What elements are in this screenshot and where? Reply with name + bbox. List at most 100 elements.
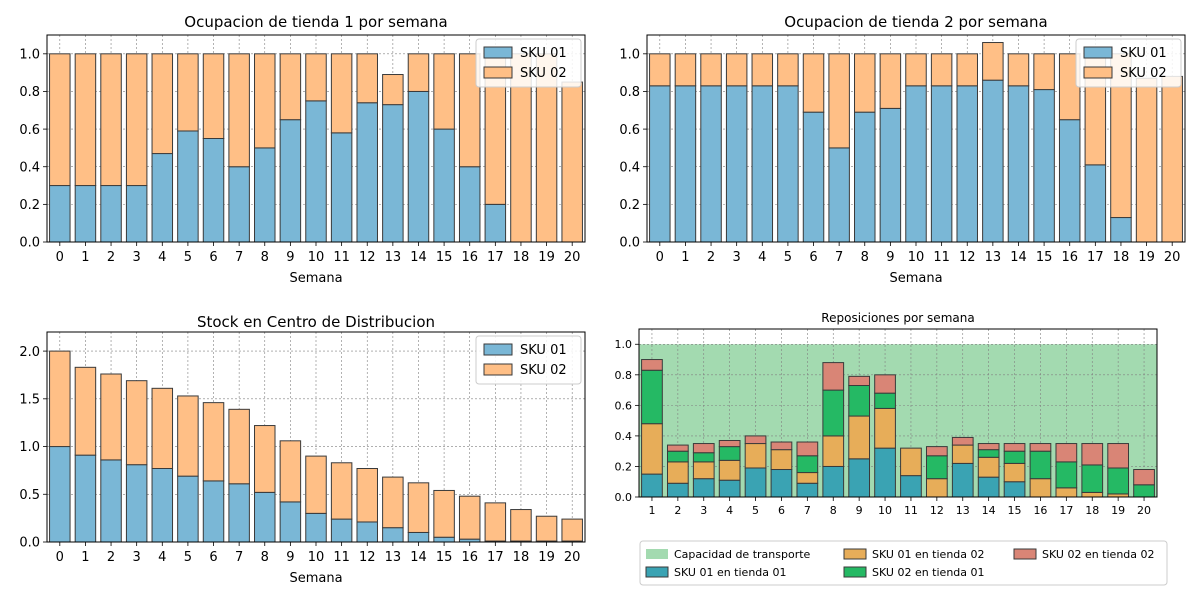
bar-a-segment <box>1003 481 1026 498</box>
bar-b-segment <box>49 350 71 448</box>
bar-b-segment <box>1081 464 1104 493</box>
x-tick-label: 7 <box>235 250 243 265</box>
y-tick-label: 0.0 <box>19 536 40 551</box>
x-tick-label: 11 <box>933 250 950 265</box>
bar-b-segment <box>796 472 819 484</box>
x-tick-label: 17 <box>487 250 504 265</box>
bar-b-segment <box>1007 53 1030 87</box>
x-tick-label: 14 <box>1010 250 1027 265</box>
x-tick-label: 12 <box>930 504 944 517</box>
x-tick-label: 0 <box>56 250 64 265</box>
axes-frame <box>638 328 1158 498</box>
bar-a-segment <box>822 465 845 498</box>
x-tick-label: 4 <box>758 250 766 265</box>
bar-b-segment <box>49 53 71 187</box>
x-tick-label: 12 <box>359 250 376 265</box>
x-tick-label: 3 <box>133 250 141 265</box>
x-tick-label: 8 <box>830 504 837 517</box>
bar-b-segment <box>561 81 583 243</box>
bar-b-segment <box>848 415 871 460</box>
bar-a-segment <box>305 100 327 243</box>
legend-label: SKU 02 <box>1120 66 1167 81</box>
x-tick-label: 1 <box>681 250 689 265</box>
bar-a-segment <box>725 85 748 243</box>
y-tick-label: 1.5 <box>19 392 40 407</box>
bar-a-segment <box>879 107 902 243</box>
x-tick-label: 13 <box>956 504 970 517</box>
x-tick-label: 5 <box>184 250 192 265</box>
x-tick-label: 3 <box>700 504 707 517</box>
bar-b-segment <box>977 456 1000 478</box>
bar-a-segment <box>649 85 671 243</box>
bar-a-segment <box>125 464 148 543</box>
bar-a-segment <box>700 85 722 243</box>
bar-a-segment <box>1033 89 1055 243</box>
chart-tienda-2: Ocupacion de tienda 2 por semana 0.0 0.2 0.… <box>619 13 1186 286</box>
x-tick-label: 16 <box>1033 504 1047 517</box>
bar-a-segment <box>382 104 404 243</box>
bar-b-segment <box>1003 443 1026 452</box>
bar-a-segment <box>458 166 481 243</box>
bar-b-segment <box>718 446 741 461</box>
bar-b-segment <box>649 53 671 87</box>
bar-a-segment <box>125 185 148 243</box>
x-tick-label: 16 <box>1061 250 1078 265</box>
bar-b-segment <box>125 380 148 466</box>
y-tick-label: 1.0 <box>19 47 40 62</box>
y-tick-label: 0.6 <box>619 123 640 138</box>
bar-b-segment <box>1033 53 1055 91</box>
x-tick-label: 12 <box>959 250 976 265</box>
y-tick-label: 0.2 <box>19 198 40 213</box>
x-tick-label: 18 <box>1113 250 1130 265</box>
bar-b-segment <box>458 53 481 168</box>
bar-b-segment <box>982 42 1004 81</box>
bar-a-segment <box>433 536 455 543</box>
bar-b-segment <box>666 444 689 452</box>
legend-swatch <box>843 548 867 560</box>
bar-b-segment <box>641 359 663 371</box>
x-tick-label: 0 <box>656 250 664 265</box>
bar-a-segment <box>777 85 799 243</box>
x-tick-label: 14 <box>982 504 996 517</box>
bar-a-segment <box>1058 119 1081 243</box>
axes-frame <box>46 331 586 543</box>
x-tick-label: 12 <box>359 550 376 565</box>
x-tick-label: 10 <box>308 250 325 265</box>
y-tick-label: 0.5 <box>19 488 40 503</box>
bar-b-segment <box>100 373 122 461</box>
x-tick-label: 18 <box>513 550 530 565</box>
bar-a-segment <box>305 512 327 543</box>
bar-b-segment <box>177 53 199 132</box>
bar-b-segment <box>848 375 871 387</box>
bar-b-segment <box>718 439 741 448</box>
bar-a-segment <box>828 147 850 243</box>
bar-a-segment <box>49 446 71 543</box>
bar-b-segment <box>666 461 689 484</box>
bar-b-segment <box>1029 478 1052 498</box>
bar-b-segment <box>202 53 225 139</box>
bar-b-segment <box>828 53 850 149</box>
bar-b-segment <box>905 53 927 87</box>
legend-label: SKU 01 <box>520 343 567 358</box>
bar-a-segment <box>100 185 122 243</box>
bar-b-segment <box>1055 461 1078 489</box>
legend-swatch <box>483 46 513 59</box>
x-tick-label: 4 <box>158 550 166 565</box>
bar-a-segment <box>330 132 353 243</box>
x-tick-label: 13 <box>985 250 1002 265</box>
bar-a-segment <box>982 79 1004 243</box>
bar-b-segment <box>874 392 896 409</box>
y-tick-label: 0.8 <box>619 85 640 100</box>
bar-a-segment <box>977 476 1000 498</box>
chart-title: Reposiciones por semana <box>821 311 974 325</box>
bar-a-segment <box>279 119 302 243</box>
x-tick-label: 5 <box>752 504 759 517</box>
x-tick-label: 17 <box>1059 504 1073 517</box>
x-axis-label: Semana <box>889 271 942 286</box>
x-tick-label: 10 <box>908 250 925 265</box>
legend-swatch <box>483 66 513 79</box>
bar-b-segment <box>254 425 276 493</box>
bar-b-segment <box>822 435 845 467</box>
bar-b-segment <box>796 455 819 474</box>
bar-b-segment <box>744 435 767 445</box>
